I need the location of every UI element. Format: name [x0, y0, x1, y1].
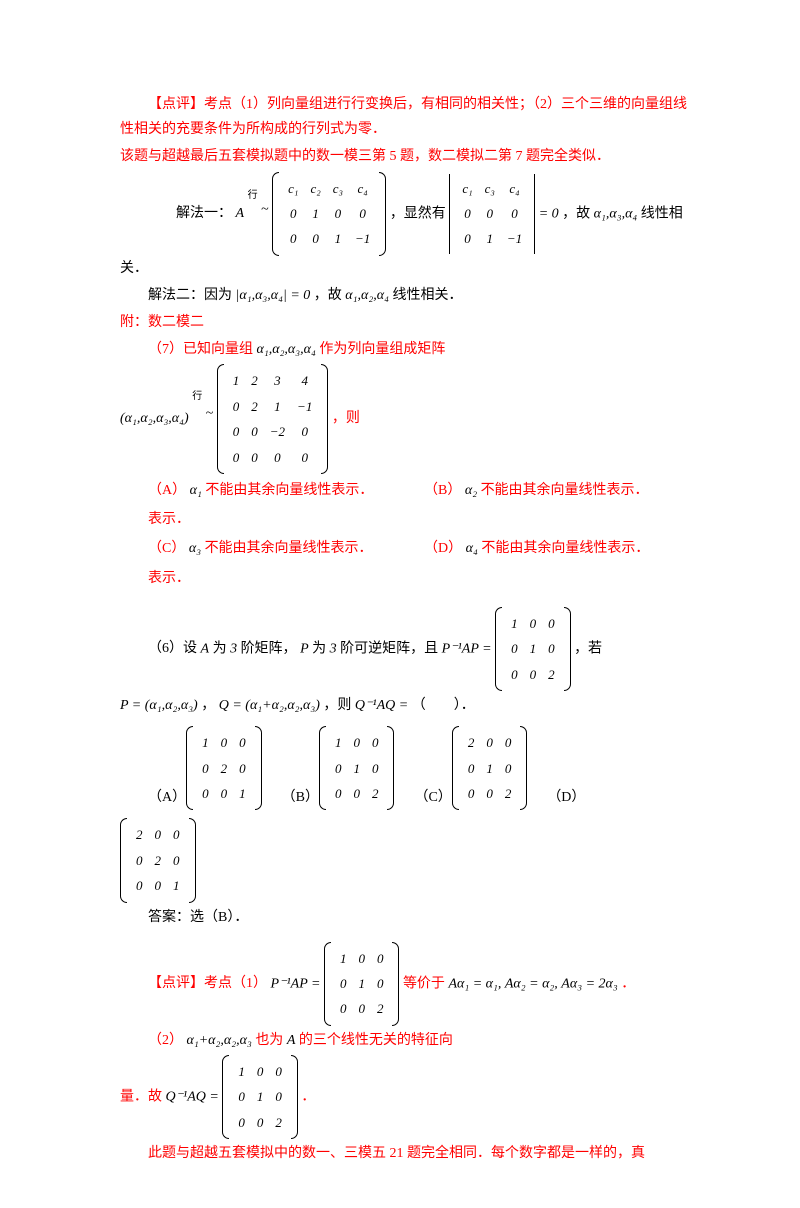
- q6-options: （A） 100020001 （B） 100010002 （C） 20001000…: [148, 726, 700, 810]
- q6-mat: 阶矩阵，: [241, 641, 297, 656]
- rev2-tail: 的三个线性无关的特征向: [299, 1033, 453, 1048]
- q6-ze: ，则: [323, 698, 351, 713]
- optA-txt: 不能由其余向量线性表示．: [205, 483, 373, 498]
- review-3: 量．故 Q⁻¹AQ = 100010002 ．: [120, 1055, 700, 1139]
- optD-lbl: （D）: [424, 541, 462, 556]
- q7-pre: （7）已知向量组: [148, 342, 253, 357]
- answer: 答案：选（B）．: [148, 905, 700, 930]
- optC-sym: α₃: [189, 541, 201, 556]
- q7-vec: α₁,α₂,α₃,α₄: [257, 342, 316, 357]
- rev-eq: Aα₁ = α₁, Aα₂ = α₂, Aα₃ = 2α₃: [448, 976, 617, 991]
- optA-sym: α₁: [190, 483, 202, 498]
- rev-dot: ．: [621, 976, 635, 991]
- q7-left: (α₁,α₂,α₃,α₄): [120, 411, 189, 426]
- q6-inv: 阶可逆矩阵，且: [340, 641, 438, 656]
- question-6: （6）设 A 为 3 阶矩阵， P 为 3 阶可逆矩阵，且 P⁻¹AP = 10…: [120, 607, 700, 691]
- sol2-vec: α₁,α₂,α₄: [345, 288, 389, 303]
- optB-lbl: （B）: [424, 483, 461, 498]
- options-7: （A） α₁ 不能由其余向量线性表示． （B） α₂ 不能由其余向量线性表示． …: [148, 478, 700, 591]
- q6-optC: （C） 200010002: [414, 726, 527, 810]
- rev-pre: 【点评】考点（1）: [148, 976, 267, 991]
- optD-sym: α₄: [466, 541, 478, 556]
- rev2-mid: 也为: [255, 1033, 283, 1048]
- attachment-label: 附：数二模二: [120, 310, 700, 335]
- final-line: 此题与超越五套模拟中的数一、三模五 21 题完全相同．每个数字都是一样的，真: [148, 1141, 700, 1166]
- question-7: （7）已知向量组 α₁,α₂,α₃,α₄ 作为列向量组成矩阵: [120, 337, 700, 362]
- sol2-det: |α₁,α₃,α₄| = 0: [236, 288, 311, 303]
- optA-lbl: （A）: [148, 483, 186, 498]
- review-2: （2） α₁+α₂,α₂,α₃ 也为 A 的三个线性无关的特征向: [120, 1028, 700, 1053]
- q6-3b: 3: [330, 641, 337, 656]
- rev-matrix: 100010002: [324, 942, 400, 1026]
- option-B: （B） α₂ 不能由其余向量线性表示．: [424, 478, 700, 503]
- option-C: （C） α₃ 不能由其余向量线性表示．: [148, 536, 424, 561]
- review-1: 【点评】考点（1） P⁻¹AP = 100010002 等价于 Aα₁ = α₁…: [120, 942, 700, 1026]
- rev2-vec: α₁+α₂,α₂,α₃: [187, 1033, 252, 1048]
- q6-a: A: [201, 641, 210, 656]
- q6-lblD: （D）: [547, 785, 585, 810]
- det-1: c₁c₃c₄00001−1: [449, 174, 535, 254]
- q7-matrix: 1234021−100−200000: [217, 364, 329, 474]
- q6-pap-matrix: 100010002: [495, 607, 571, 691]
- row-op-label: 行: [248, 187, 258, 205]
- q6-3a: 3: [230, 641, 237, 656]
- solution-2: 解法二：因为 |α₁,α₃,α₄| = 0 ，故 α₁,α₂,α₄ 线性相关．: [120, 283, 700, 308]
- question-6-line2: P = (α₁,α₂,α₃) ， Q = (α₁+α₂,α₂,α₃) ，则 Q⁻…: [120, 693, 700, 718]
- q6-paren: （ ）．: [412, 698, 475, 713]
- matrix-A: c₁c₂c₃c₄0100001−1: [272, 172, 386, 256]
- rev-mid: 等价于: [403, 976, 445, 991]
- q6-lblA: （A）: [148, 785, 186, 810]
- q6-ruo: ，若: [574, 641, 602, 656]
- optC-lbl: （C）: [148, 541, 185, 556]
- sol2-pre: 解法二：因为: [148, 288, 232, 303]
- q6-qdef: Q = (α₁+α₂,α₂,α₃): [219, 698, 320, 713]
- option-A: （A） α₁ 不能由其余向量线性表示．: [148, 478, 424, 503]
- rev-pap: P⁻¹AP =: [271, 976, 321, 991]
- q6-qaq: Q⁻¹AQ =: [355, 698, 408, 713]
- option-D: （D） α₄ 不能由其余向量线性表示．: [424, 536, 700, 561]
- rev2-pre: （2）: [148, 1033, 183, 1048]
- optD-cont: 表示．: [148, 566, 700, 591]
- q6-lblB: （B）: [282, 785, 319, 810]
- sol1-label: 解法一：: [148, 201, 232, 226]
- optB-sym: α₂: [465, 483, 477, 498]
- rev2-a: A: [287, 1033, 296, 1048]
- q6-p: P: [300, 641, 309, 656]
- q6-lblC: （C）: [414, 785, 451, 810]
- sol1-vec: α₁,α₃,α₄: [594, 206, 638, 221]
- q6-optA: （A） 100020001: [148, 726, 262, 810]
- q6-optD: （D）: [547, 785, 585, 810]
- rev3-pre: 量．故: [120, 1089, 162, 1104]
- solution-1: 解法一： A 行 ~ c₁c₂c₃c₄0100001−1 ，显然有 c₁c₃c₄…: [120, 172, 700, 281]
- q7-ze: ，则: [332, 411, 360, 426]
- optC-txt: 不能由其余向量线性表示．: [205, 541, 373, 556]
- optB-txt: 不能由其余向量线性表示．: [481, 483, 649, 498]
- sol2-end: 线性相关．: [392, 288, 462, 303]
- sol2-mid: ，故: [314, 288, 342, 303]
- row-op-label-2: 行: [192, 388, 202, 406]
- optD-txt: 不能由其余向量线性表示．: [481, 541, 649, 556]
- sol1-mid: ，显然有: [390, 206, 446, 221]
- q6-pap: P⁻¹AP =: [442, 641, 492, 656]
- A-tilde: A: [236, 201, 245, 226]
- q7-matrix-line: (α₁,α₂,α₃,α₄) 行 ~ 1234021−100−200000 ，则: [120, 364, 700, 474]
- comment-1: 【点评】考点（1）列向量组进行行变换后，有相同的相关性；（2）三个三维的向量组线…: [120, 92, 700, 142]
- optB-cont: 表示．: [148, 507, 700, 532]
- sol1-tail: ，故: [562, 206, 590, 221]
- rev3-qaq: Q⁻¹AQ =: [166, 1089, 219, 1104]
- q6-pre: （6）设: [148, 641, 197, 656]
- q6-wei2: 为: [312, 641, 326, 656]
- q6-wei1: 为: [213, 641, 227, 656]
- q7-tail: 作为列向量组成矩阵: [319, 342, 445, 357]
- rev3-matrix: 100010002: [222, 1055, 298, 1139]
- q6-pdef: P = (α₁,α₂,α₃): [120, 698, 198, 713]
- q6-optB: （B） 100010002: [282, 726, 395, 810]
- comment-2: 该题与超越最后五套模拟题中的数一模三第 5 题，数二模拟二第 7 题完全类似．: [120, 144, 700, 169]
- rev3-dot: ．: [301, 1089, 315, 1104]
- q6-optD-matrix: 200020001: [120, 818, 700, 902]
